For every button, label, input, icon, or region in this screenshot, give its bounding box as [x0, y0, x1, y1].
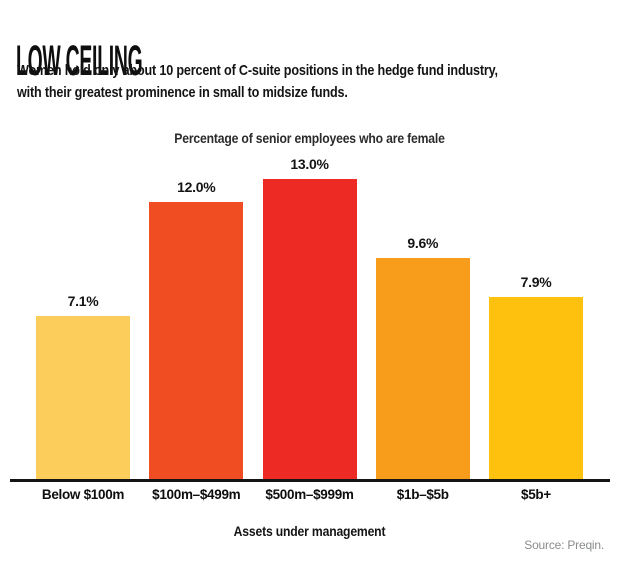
- bar: [36, 316, 130, 480]
- bar-column-2: 12.0%: [149, 179, 244, 480]
- subtitle: Women hold only about 10 percent of C-su…: [17, 60, 498, 104]
- bar-column-4: 9.6%: [375, 235, 470, 480]
- bar-column-1: 7.1%: [36, 293, 130, 480]
- bar: [262, 179, 357, 480]
- bar-value-label: 7.9%: [520, 274, 552, 290]
- page-title: LOW CEILING: [16, 36, 143, 85]
- chart-title: Percentage of senior employees who are f…: [174, 130, 445, 146]
- bar-column-5: 7.9%: [489, 274, 583, 480]
- subtitle-line-1: Women hold only about 10 percent of C-su…: [17, 62, 498, 79]
- category-label: $500m–$999m: [265, 487, 354, 502]
- bar-value-label: 9.6%: [407, 235, 439, 251]
- bar-column-3: 13.0%: [262, 156, 357, 480]
- category-label: $1b–$5b: [396, 487, 449, 502]
- bar-value-label: 12.0%: [177, 179, 216, 195]
- category-label: Below $100m: [41, 487, 125, 502]
- source-credit: Source: Preqin.: [524, 538, 604, 552]
- bar-value-label: 7.1%: [67, 293, 99, 309]
- category-label: $100m–$499m: [152, 487, 241, 502]
- category-labels-row: Below $100m $100m–$499m $500m–$999m $1b–$5b…: [10, 487, 609, 502]
- bar: [489, 297, 583, 480]
- bar: [149, 202, 244, 480]
- category-label: $5b+: [521, 487, 551, 502]
- x-axis-line: [10, 479, 610, 482]
- x-axis-title: Assets under management: [233, 523, 386, 539]
- subtitle-line-2: with their greatest prominence in small …: [17, 84, 348, 101]
- bar: [375, 258, 470, 480]
- bar-chart: 7.1% 12.0% 13.0% 9.6% 7.9%: [10, 156, 609, 480]
- bar-value-label: 13.0%: [290, 156, 329, 172]
